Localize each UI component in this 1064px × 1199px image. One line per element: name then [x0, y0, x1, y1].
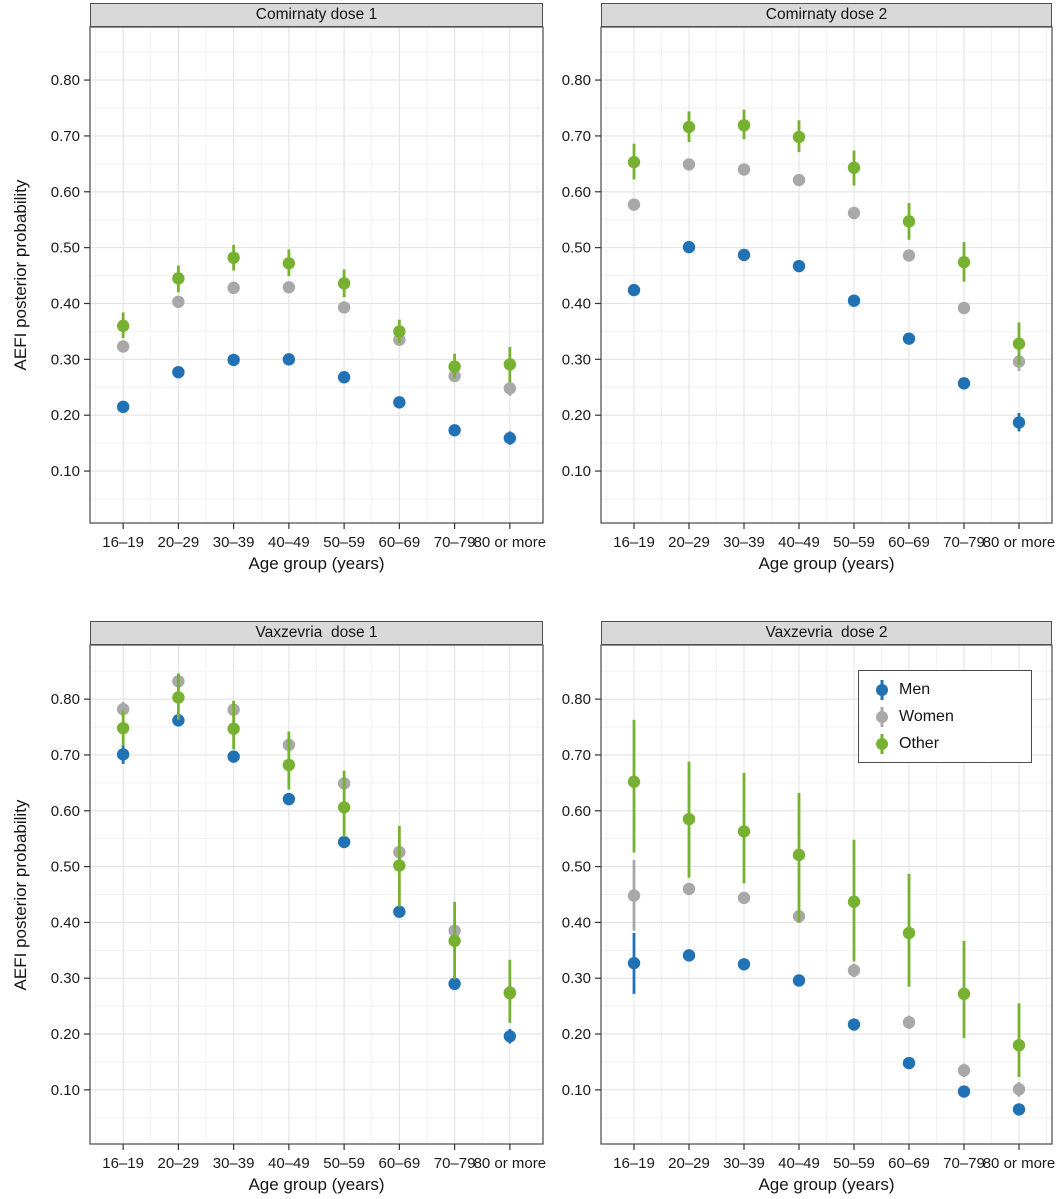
svg-text:0.50: 0.50	[562, 859, 591, 876]
svg-text:20–29: 20–29	[668, 534, 710, 551]
svg-text:16–19: 16–19	[613, 534, 655, 551]
svg-text:0.20: 0.20	[562, 407, 591, 424]
svg-text:0.10: 0.10	[51, 463, 80, 480]
panel-header-comirnaty-dose-1: Comirnaty dose 1	[90, 3, 543, 27]
svg-text:0.70: 0.70	[51, 747, 80, 764]
panel-title: Comirnaty dose 2	[765, 6, 888, 23]
svg-text:30–39: 30–39	[213, 1155, 255, 1172]
svg-text:0.20: 0.20	[51, 1026, 80, 1043]
legend-item-other: Other	[874, 731, 1031, 757]
legend-item-men: Men	[874, 677, 1031, 703]
legend-label: Men	[899, 680, 931, 698]
svg-text:16–19: 16–19	[102, 1155, 144, 1172]
svg-text:0.20: 0.20	[51, 407, 80, 424]
svg-text:0.30: 0.30	[51, 970, 80, 987]
women-point-icon	[876, 706, 888, 727]
svg-text:40–49: 40–49	[778, 534, 820, 551]
svg-text:0.80: 0.80	[562, 691, 591, 708]
svg-text:0.40: 0.40	[562, 295, 591, 312]
svg-text:50–59: 50–59	[323, 534, 365, 551]
svg-text:16–19: 16–19	[102, 534, 144, 551]
svg-text:0.30: 0.30	[51, 351, 80, 368]
svg-text:40–49: 40–49	[268, 534, 310, 551]
svg-text:0.50: 0.50	[51, 859, 80, 876]
svg-text:0.80: 0.80	[562, 72, 591, 89]
svg-text:0.60: 0.60	[51, 803, 80, 820]
svg-text:0.50: 0.50	[562, 240, 591, 257]
panel-header-vaxzevria-dose-1: Vaxzevria dose 1	[90, 621, 543, 645]
x-axis-title: Age group (years)	[248, 1175, 385, 1194]
svg-text:40–49: 40–49	[268, 1155, 310, 1172]
svg-text:0.10: 0.10	[562, 1082, 591, 1099]
panel-title: Vaxzevria dose 2	[765, 624, 888, 641]
svg-text:0.10: 0.10	[562, 463, 591, 480]
svg-text:50–59: 50–59	[833, 1155, 875, 1172]
svg-text:80 or more: 80 or more	[474, 1155, 547, 1172]
panel-header-vaxzevria-dose-2: Vaxzevria dose 2	[601, 621, 1052, 645]
svg-text:0.30: 0.30	[562, 351, 591, 368]
svg-text:0.80: 0.80	[51, 691, 80, 708]
svg-text:0.60: 0.60	[562, 184, 591, 201]
panel-header-comirnaty-dose-2: Comirnaty dose 2	[601, 3, 1052, 27]
svg-text:70–79: 70–79	[434, 534, 476, 551]
svg-text:50–59: 50–59	[833, 534, 875, 551]
svg-text:0.70: 0.70	[51, 128, 80, 145]
svg-text:70–79: 70–79	[943, 534, 985, 551]
svg-text:16–19: 16–19	[613, 1155, 655, 1172]
y-axis-title: AEFI posterior probability	[11, 799, 30, 991]
svg-text:30–39: 30–39	[213, 534, 255, 551]
svg-text:60–69: 60–69	[379, 534, 421, 551]
svg-text:60–69: 60–69	[888, 1155, 930, 1172]
x-axis-title: Age group (years)	[758, 1175, 895, 1194]
legend-label: Other	[899, 734, 940, 752]
svg-text:0.70: 0.70	[562, 128, 591, 145]
svg-text:60–69: 60–69	[379, 1155, 421, 1172]
x-axis-title: Age group (years)	[248, 554, 385, 573]
x-axis-title: Age group (years)	[758, 554, 895, 573]
other-point-icon	[876, 733, 888, 754]
legend-label: Women	[899, 707, 954, 725]
svg-text:80 or more: 80 or more	[983, 534, 1056, 551]
svg-text:40–49: 40–49	[778, 1155, 820, 1172]
svg-text:50–59: 50–59	[323, 1155, 365, 1172]
legend-item-women: Women	[874, 704, 1031, 730]
svg-text:30–39: 30–39	[723, 534, 765, 551]
svg-text:0.40: 0.40	[562, 914, 591, 931]
svg-text:70–79: 70–79	[943, 1155, 985, 1172]
panel-title: Comirnaty dose 1	[255, 6, 378, 23]
svg-text:0.60: 0.60	[51, 184, 80, 201]
svg-text:0.80: 0.80	[51, 72, 80, 89]
svg-text:0.50: 0.50	[51, 240, 80, 257]
svg-text:0.40: 0.40	[51, 295, 80, 312]
svg-text:30–39: 30–39	[723, 1155, 765, 1172]
svg-text:70–79: 70–79	[434, 1155, 476, 1172]
men-point-icon	[876, 679, 888, 700]
svg-text:20–29: 20–29	[668, 1155, 710, 1172]
svg-text:0.40: 0.40	[51, 914, 80, 931]
svg-text:0.30: 0.30	[562, 970, 591, 987]
svg-text:0.60: 0.60	[562, 803, 591, 820]
svg-text:0.70: 0.70	[562, 747, 591, 764]
svg-text:80 or more: 80 or more	[983, 1155, 1056, 1172]
svg-text:20–29: 20–29	[158, 1155, 200, 1172]
svg-text:0.20: 0.20	[562, 1026, 591, 1043]
svg-text:60–69: 60–69	[888, 534, 930, 551]
legend: Men Women Other	[858, 670, 1032, 763]
svg-text:80 or more: 80 or more	[474, 534, 547, 551]
svg-text:20–29: 20–29	[158, 534, 200, 551]
panel-title: Vaxzevria dose 1	[255, 624, 378, 641]
y-axis-title: AEFI posterior probability	[11, 179, 30, 371]
svg-text:0.10: 0.10	[51, 1082, 80, 1099]
